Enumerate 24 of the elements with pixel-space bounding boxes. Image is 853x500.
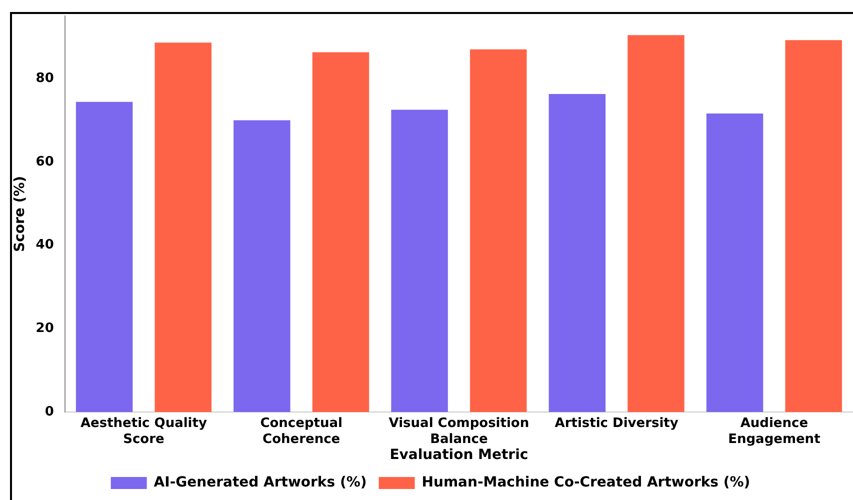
bar bbox=[234, 120, 290, 412]
bar bbox=[391, 110, 448, 412]
bar bbox=[76, 102, 133, 412]
y-tick-label: 40 bbox=[36, 238, 54, 253]
y-tick-label: 80 bbox=[36, 70, 54, 86]
legend-label: Human-Machine Co-Created Artworks (%) bbox=[422, 474, 750, 491]
legend-label: AI-Generated Artworks (%) bbox=[154, 474, 367, 491]
bar bbox=[154, 42, 212, 412]
bar bbox=[706, 114, 764, 412]
x-tick-label: Conceptual Coherence bbox=[260, 416, 342, 447]
bar bbox=[785, 40, 842, 412]
y-tick-label: 0 bbox=[44, 404, 54, 420]
x-tick-label: Visual Composition Balance bbox=[388, 416, 530, 447]
bar bbox=[628, 35, 684, 412]
y-tick-label: 20 bbox=[36, 321, 54, 336]
x-tick-label: Aesthetic Quality Score bbox=[80, 416, 208, 447]
x-tick-label: Audience Engagement bbox=[728, 416, 820, 447]
y-axis-title: Score (%) bbox=[12, 176, 28, 252]
x-axis-title: Evaluation Metric bbox=[390, 447, 528, 464]
bar bbox=[548, 94, 606, 412]
bar bbox=[312, 52, 370, 412]
x-tick-label: Artistic Diversity bbox=[554, 416, 679, 432]
bar bbox=[470, 49, 527, 412]
y-tick-label: 60 bbox=[36, 154, 54, 170]
